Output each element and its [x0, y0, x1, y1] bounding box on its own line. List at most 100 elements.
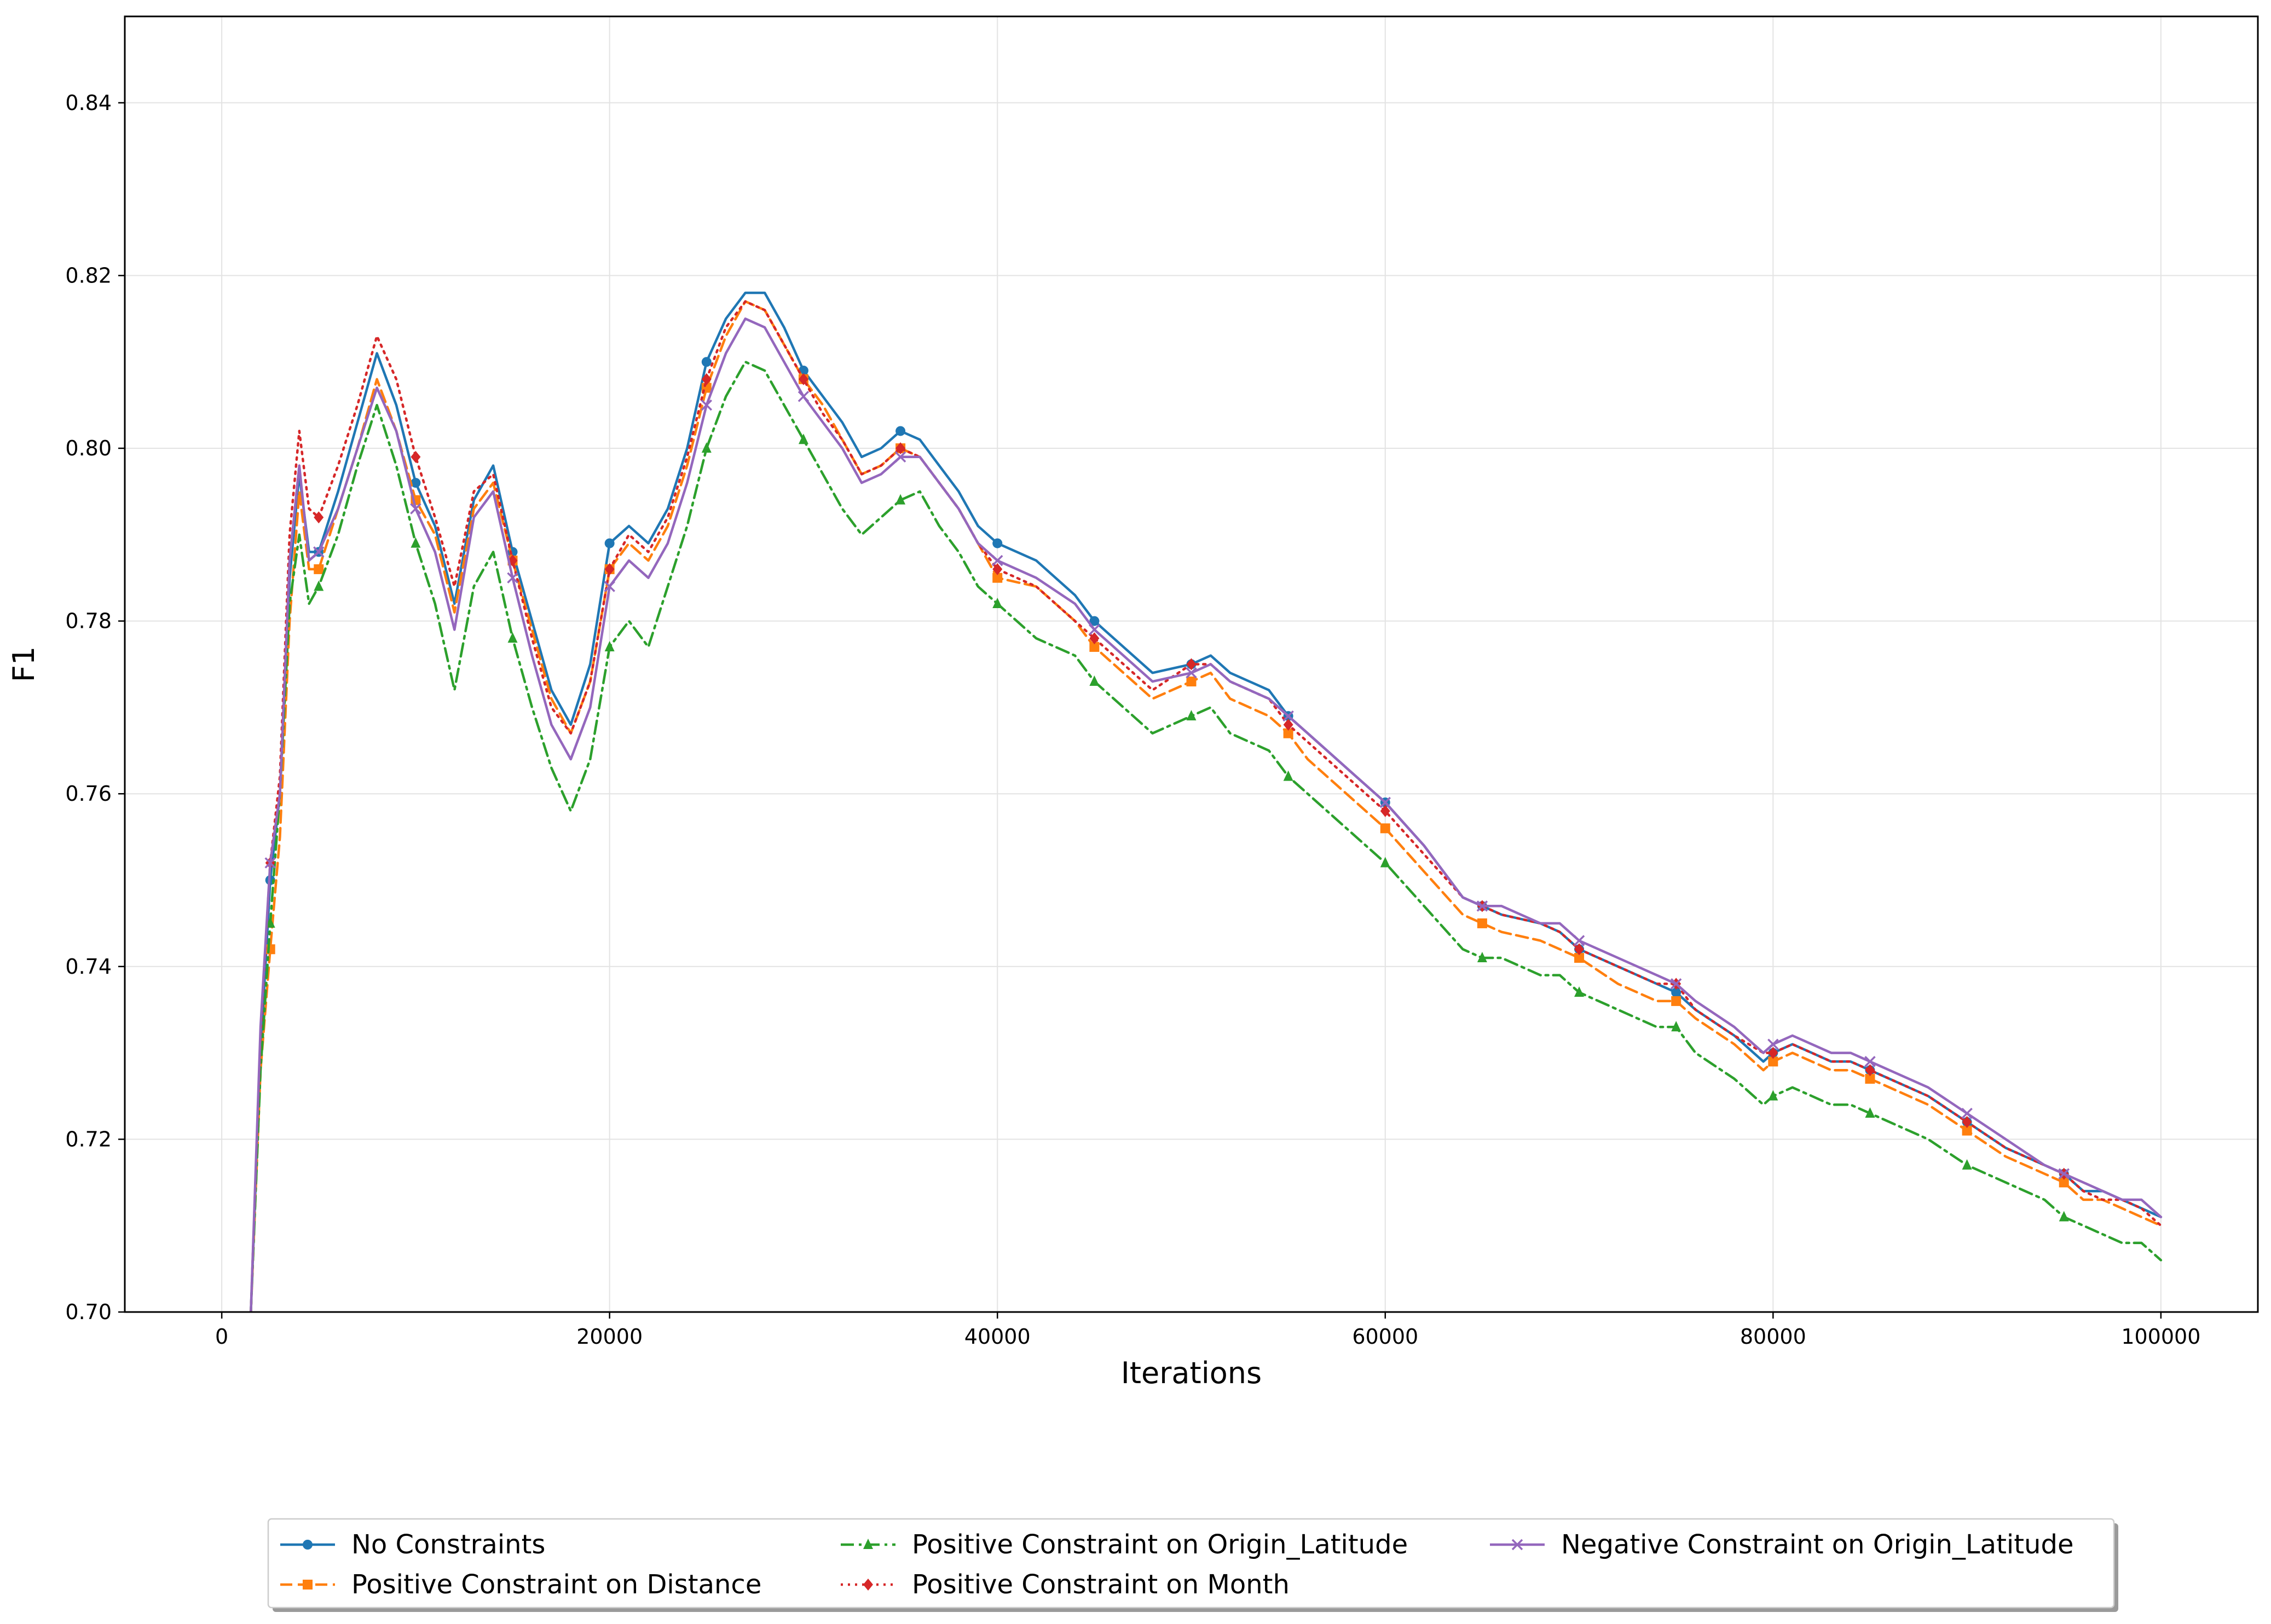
data-point	[1768, 1056, 1778, 1067]
data-point	[1865, 1107, 1875, 1118]
data-point	[991, 554, 1003, 567]
x-axis: 0 20000 40000 60000 80000 100000	[215, 1312, 2200, 1349]
data-point	[1380, 857, 1390, 868]
data-point	[1864, 1056, 1876, 1067]
data-point	[1865, 1064, 1875, 1077]
data-point	[314, 511, 324, 524]
legend-item: Positive Constraint on Distance	[280, 1569, 761, 1600]
data-point	[1574, 986, 1585, 997]
data-point	[2059, 1211, 2069, 1222]
series-2	[250, 360, 2163, 1312]
data-point	[507, 572, 518, 583]
series-line	[250, 317, 2163, 1312]
data-point	[604, 563, 615, 575]
data-point	[265, 944, 275, 955]
data-point	[1671, 987, 1681, 998]
legend-label: Positive Constraint on Distance	[351, 1569, 761, 1600]
data-point	[701, 373, 712, 385]
data-point	[264, 857, 276, 869]
data-point	[1671, 996, 1681, 1006]
data-point	[1477, 918, 1487, 928]
data-point	[1768, 1047, 1778, 1059]
data-point	[1671, 1021, 1681, 1032]
data-point	[701, 357, 712, 367]
data-point	[604, 538, 615, 548]
legend-label: Negative Constraint on Origin_Latitude	[1561, 1529, 2073, 1560]
data-point	[1962, 1125, 1972, 1136]
data-point	[1865, 1073, 1875, 1084]
legend-label: Positive Constraint on Month	[912, 1569, 1290, 1600]
data-point	[895, 494, 906, 505]
data-point	[410, 503, 421, 515]
data-point	[1282, 710, 1294, 722]
y-tick-label: 0.72	[65, 1127, 112, 1151]
legend-label: No Constraints	[351, 1529, 545, 1560]
data-point	[1186, 710, 1197, 721]
data-point	[1476, 900, 1488, 912]
data-point	[895, 442, 906, 454]
data-point	[314, 580, 324, 591]
plot-area	[250, 291, 2163, 1312]
legend-label: Positive Constraint on Origin_Latitude	[912, 1529, 1408, 1560]
data-point	[1186, 677, 1197, 687]
legend-marker	[863, 1579, 873, 1591]
data-point	[1574, 943, 1585, 956]
data-point	[1767, 1038, 1779, 1050]
data-point	[313, 546, 325, 558]
data-point	[1961, 1107, 1973, 1119]
legend-marker	[303, 1580, 313, 1590]
data-point	[1089, 624, 1100, 635]
data-point	[1186, 658, 1197, 671]
data-point	[894, 451, 906, 463]
y-tick-label: 0.82	[65, 263, 112, 287]
data-point	[411, 478, 421, 488]
data-point	[1477, 952, 1487, 963]
data-point	[701, 442, 712, 453]
data-point	[1380, 805, 1390, 817]
data-point	[1186, 667, 1197, 679]
data-point	[1670, 978, 1682, 990]
data-point	[1089, 616, 1100, 626]
data-point	[1089, 632, 1100, 645]
data-point	[314, 564, 324, 574]
data-point	[992, 538, 1003, 548]
data-point	[701, 399, 713, 411]
data-point	[604, 640, 615, 651]
y-tick-label: 0.76	[65, 782, 112, 806]
data-point	[411, 537, 421, 548]
data-point	[1962, 1116, 1972, 1128]
data-point	[1574, 953, 1585, 963]
legend-item: Positive Constraint on Origin_Latitude	[841, 1529, 1408, 1560]
series-line	[250, 300, 2163, 1312]
legend-marker	[863, 1539, 873, 1549]
y-axis: 0.70 0.72 0.74 0.76 0.78 0.80 0.82 0.84	[65, 91, 125, 1324]
legend: No Constraints Positive Constraint on Dis…	[267, 1518, 2118, 1612]
data-point	[507, 632, 518, 643]
grid	[125, 16, 2258, 1313]
legend-marker	[303, 1540, 313, 1550]
data-point	[1283, 728, 1293, 738]
data-point	[1380, 823, 1390, 834]
data-point	[411, 450, 421, 463]
data-point	[1768, 1090, 1778, 1101]
data-point	[992, 598, 1003, 609]
data-point	[798, 391, 810, 402]
plot-frame	[124, 15, 2259, 1313]
x-tick-label: 40000	[964, 1325, 1031, 1349]
data-point	[604, 581, 615, 592]
legend-marker	[1511, 1539, 1523, 1551]
x-tick-label: 20000	[576, 1325, 643, 1349]
data-point	[1089, 641, 1100, 652]
series-1	[250, 300, 2163, 1312]
y-axis-title: F1	[7, 646, 41, 682]
series-line	[250, 291, 2163, 1312]
data-point	[1283, 718, 1293, 731]
y-tick-label: 0.80	[65, 436, 112, 460]
series-0	[250, 291, 2163, 1312]
data-point	[2058, 1168, 2070, 1180]
series-line	[250, 360, 2163, 1312]
data-point	[1379, 796, 1391, 808]
x-tick-label: 100000	[2121, 1325, 2200, 1349]
data-point	[1573, 935, 1585, 946]
